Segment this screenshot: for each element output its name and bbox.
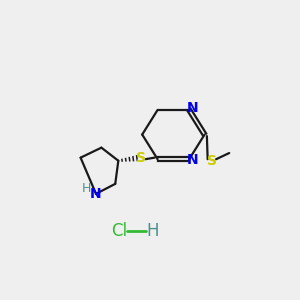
Text: N: N bbox=[90, 187, 102, 201]
Text: Cl: Cl bbox=[111, 222, 127, 240]
Text: N: N bbox=[187, 101, 199, 116]
Text: H: H bbox=[82, 182, 92, 195]
Text: S: S bbox=[136, 151, 146, 165]
Text: N: N bbox=[187, 153, 199, 167]
Text: H: H bbox=[146, 222, 158, 240]
Text: S: S bbox=[206, 154, 217, 168]
